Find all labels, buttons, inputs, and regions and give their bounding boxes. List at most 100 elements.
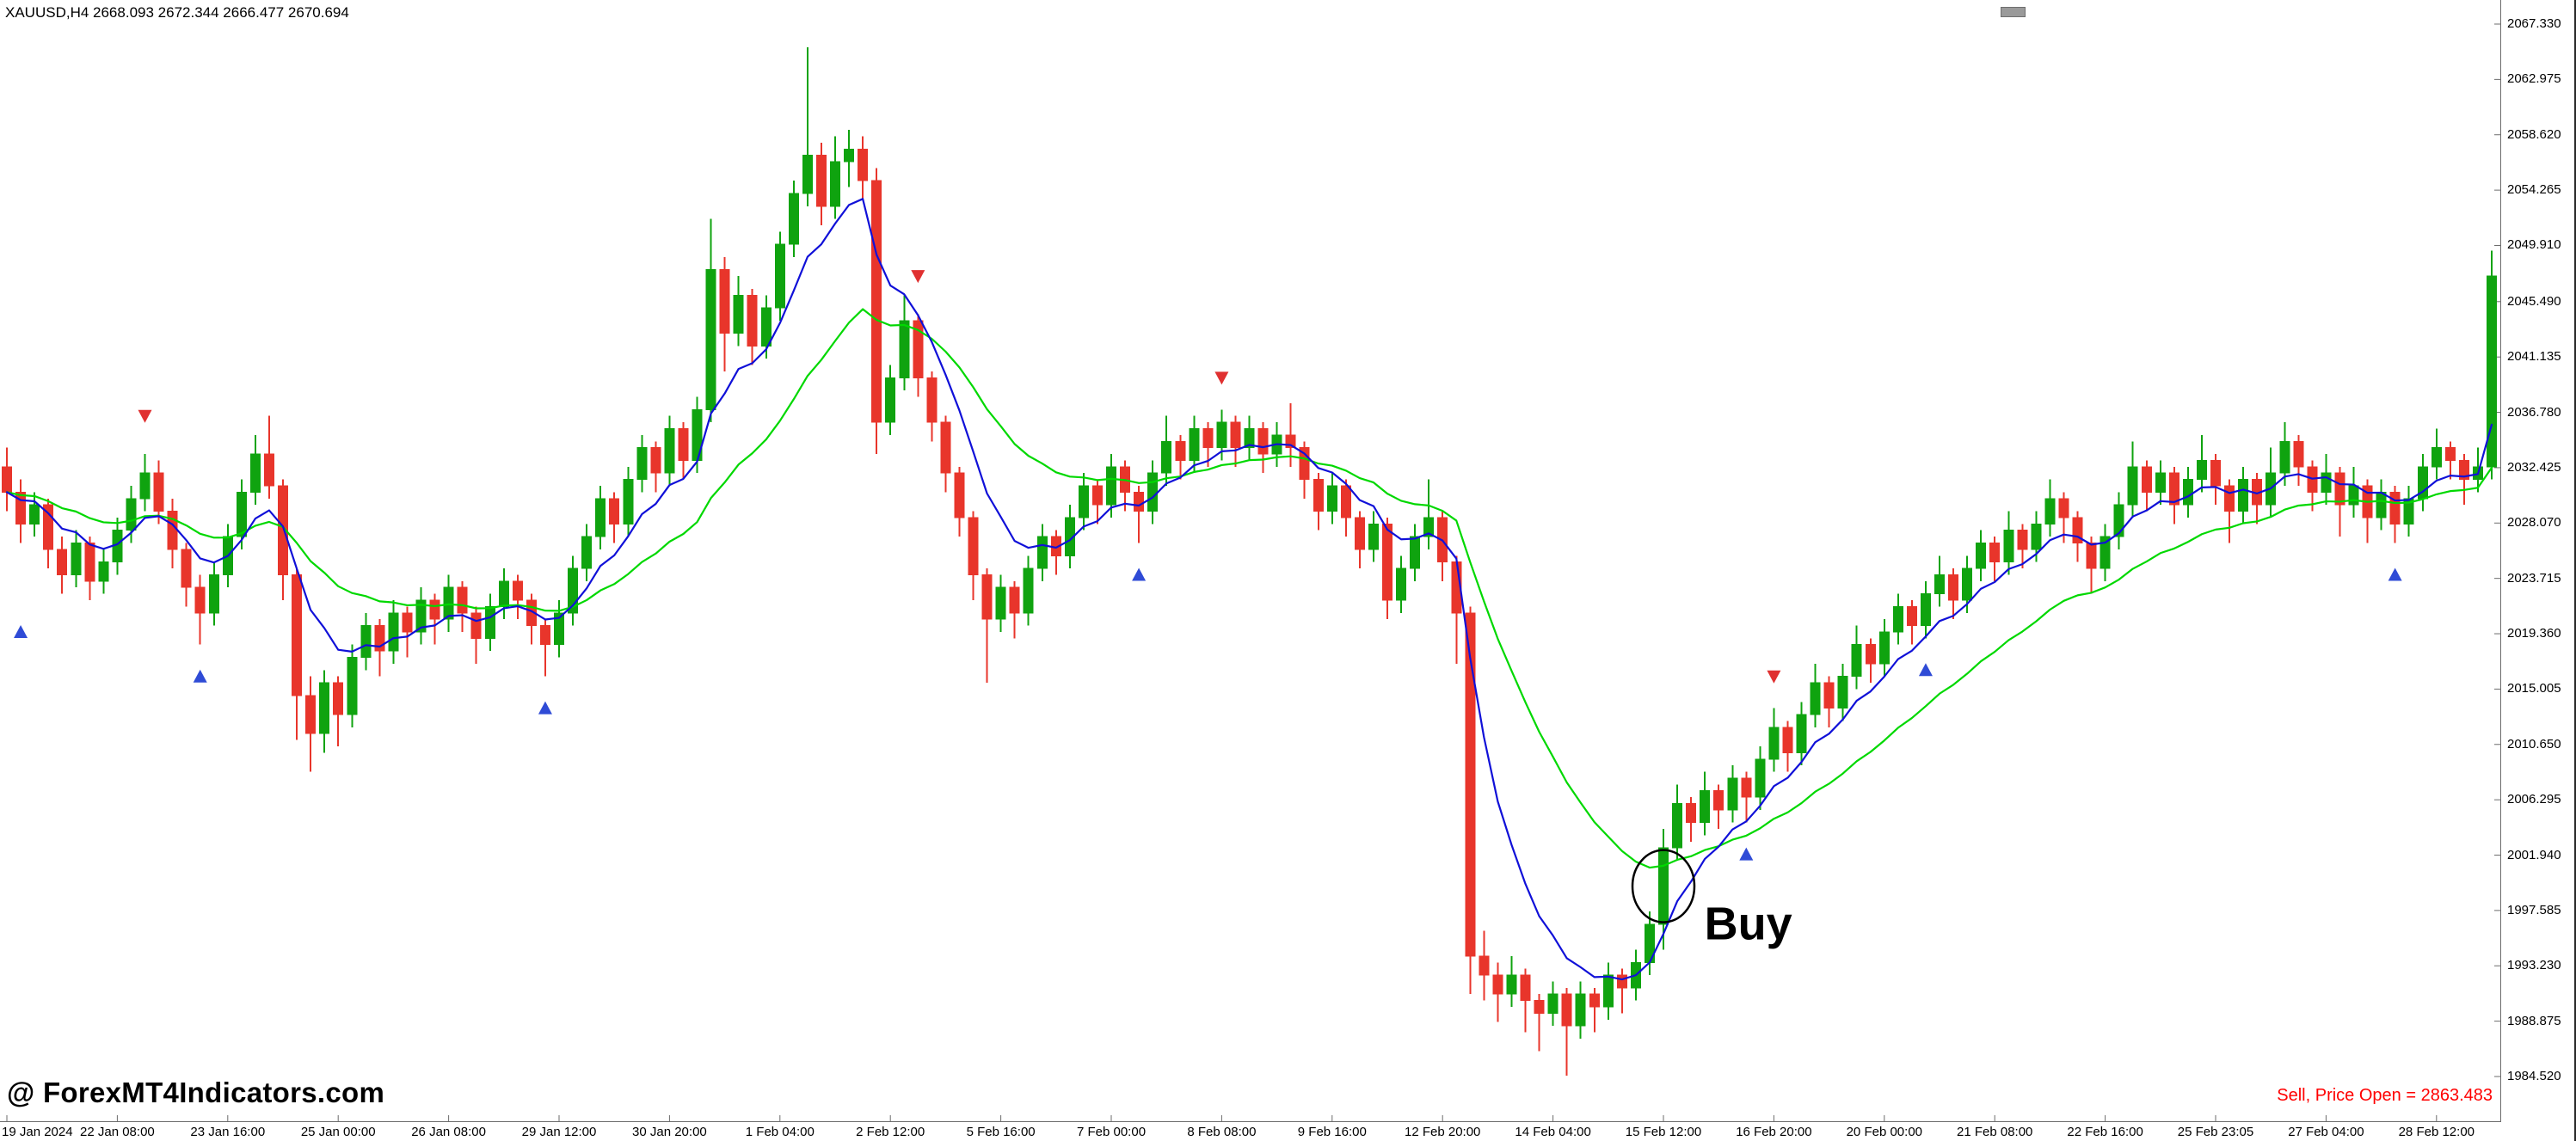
candle-bullish [802,47,813,206]
candle-bearish [263,415,274,499]
candle-bullish [2044,479,2056,537]
buy-signal-circle [1631,849,1696,923]
candle-bearish [1340,479,1351,537]
buy-arrow-icon [1739,847,1754,861]
candle-bearish [2252,473,2263,524]
time-label: 27 Feb 04:00 [2288,1125,2364,1139]
candle-bullish [1161,415,1172,486]
candle-bearish [1948,568,1959,620]
candle-bearish [940,415,951,493]
candle-bullish [2417,454,2428,512]
candle-bullish [1368,511,1379,562]
candle-bullish [1189,415,1200,474]
ma-slow-line [5,308,2493,869]
price-label: 1988.875 [2507,1013,2561,1028]
time-axis[interactable]: 19 Jan 2024 22 Jan 08:00 23 Jan 16:00 25 Ja… [0,1122,2501,1141]
candle-bullish [733,276,744,347]
candle-bullish [1036,524,1048,581]
candlestick-chart[interactable]: Buy [0,0,2501,1122]
candle-bearish [305,676,317,772]
candle-bearish [954,466,965,537]
candle-bearish [526,593,537,645]
candle-bearish [1202,422,1214,467]
candle-bearish [1009,580,1020,639]
symbol-ohlc-header: XAUUSD,H4 2668.093 2672.344 2666.477 267… [5,4,349,21]
candle-bearish [512,574,523,620]
price-label: 2028.070 [2507,515,2561,531]
chart-scrollbar-thumb[interactable] [2001,7,2026,17]
candle-bullish [1934,555,1945,607]
price-label: 2045.490 [2507,293,2561,309]
candle-bearish [926,371,938,442]
price-label: 2006.295 [2507,792,2561,807]
candle-bearish [1823,676,1835,727]
candle-bearish [539,619,550,677]
sell-arrow-icon [911,270,925,284]
price-label: 2058.620 [2507,126,2561,142]
candle-bullish [1396,555,1407,613]
candle-bullish [347,644,358,727]
candle-bullish [2376,479,2387,531]
time-label: 14 Feb 04:00 [1515,1125,1591,1139]
time-label: 15 Feb 12:00 [1625,1125,1702,1139]
candle-bullish [568,555,579,626]
candle-bullish [2155,460,2166,506]
candle-bullish [1727,765,1738,823]
candle-bullish [636,434,648,493]
candle-bearish [1989,537,2001,581]
time-label: 9 Feb 16:00 [1297,1125,1367,1139]
price-label: 2019.360 [2507,626,2561,641]
price-label: 2049.910 [2507,237,2561,253]
candle-bearish [167,498,178,569]
candle-bearish [194,574,206,645]
price-label: 2067.330 [2507,16,2561,31]
candle-bearish [1906,600,1917,645]
price-label: 1984.520 [2507,1069,2561,1083]
candle-bearish [1589,987,1600,1033]
candle-bearish [1782,721,1793,772]
time-label: 28 Feb 12:00 [2398,1125,2475,1139]
candle-bearish [1686,797,1697,842]
candle-bullish [1547,981,1559,1027]
candle-bullish [2127,441,2138,518]
candle-bearish [1050,530,1061,575]
candle-bearish [913,314,924,397]
sell-arrow-icon [1214,371,1229,385]
candle-bearish [2458,454,2469,506]
candle-bearish [278,479,288,601]
candle-bullish [98,549,109,594]
candle-bullish [2182,466,2193,518]
candle-bearish [1354,511,1365,569]
candle-bearish [1492,962,1503,1022]
time-label: 19 Jan 2024 [2,1125,73,1139]
candle-bullish [2472,447,2483,493]
candle-bullish [1796,702,1807,766]
buy-arrow-icon [538,701,552,715]
sell-arrow-icon [138,409,152,423]
candle-bullish [1768,708,1780,772]
candle-bearish [2086,537,2097,594]
candle-bearish [2389,485,2401,543]
price-label: 2010.650 [2507,736,2561,751]
time-label: 12 Feb 20:00 [1404,1125,1481,1139]
candle-bullish [1755,745,1766,810]
candle-bearish [57,537,68,594]
ma-fast-line [5,198,2493,981]
candle-bearish [1091,479,1103,524]
candle-bullish [484,593,495,652]
candle-bullish [2348,466,2359,518]
candle-bullish [623,466,634,537]
candle-bullish [1602,962,1614,1020]
candle-bullish [1575,981,1586,1039]
candle-bullish [249,434,261,506]
candle-bullish [2321,454,2332,506]
price-label: 2036.780 [2507,404,2561,420]
candle-bullish [1920,580,1931,639]
candle-bullish [2487,250,2497,480]
candle-bullish [844,130,855,187]
candle-bullish [360,612,372,671]
candle-bullish [71,530,82,588]
price-axis[interactable]: 2067.330 2062.975 2058.620 2054.265 2049.910… [2501,0,2574,1122]
candle-bearish [2293,434,2304,486]
candle-bullish [2403,485,2414,537]
